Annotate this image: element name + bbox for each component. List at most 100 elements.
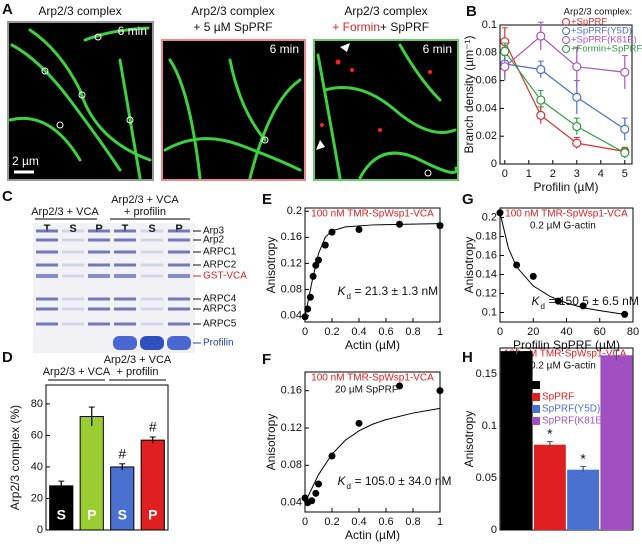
micrograph (161, 39, 306, 181)
panel-label: B (466, 3, 477, 20)
gel-band (114, 297, 136, 301)
panel-label: H (462, 349, 473, 366)
kd-symbol: K (532, 294, 541, 308)
point (306, 293, 314, 301)
x-tick-label: 0.8 (405, 516, 420, 528)
y-tick-label: 0.1 (482, 306, 497, 318)
kd-text: = 105.0 ± 34.0 nM (355, 474, 452, 488)
band-label: ARPC2 (203, 260, 237, 271)
gel-band (88, 263, 110, 267)
bar-annotation: # (149, 419, 157, 435)
series-line (504, 35, 625, 73)
gel-band (141, 250, 163, 254)
gel-band (88, 274, 110, 278)
gel-band (141, 229, 163, 233)
gel-band (88, 322, 110, 326)
kd-symbol: K (338, 474, 347, 488)
y-tick-label: 60 (31, 429, 43, 441)
x-tick-label: 0.2 (324, 516, 339, 528)
point (308, 497, 316, 505)
point (536, 31, 546, 41)
gel-band (36, 274, 58, 278)
legend-label: SpPRF (542, 392, 574, 403)
gel-band (141, 274, 163, 278)
point (529, 272, 537, 280)
panel-label: C (2, 188, 13, 205)
point (396, 382, 403, 390)
kd-subscript: d (541, 302, 545, 311)
x-tick-label: 0.4 (351, 516, 366, 528)
x-tick-label: 0.6 (378, 326, 393, 338)
point (312, 489, 320, 497)
point (513, 261, 521, 269)
point (436, 387, 444, 395)
gel-band (168, 250, 190, 254)
panel-label: A (2, 1, 13, 18)
point (572, 138, 582, 148)
chart-title: 20 µM SpPRF (335, 385, 398, 396)
gel-band (36, 250, 58, 254)
legend-marker (562, 27, 570, 35)
panel-label: E (262, 191, 272, 208)
gel-band (114, 250, 136, 254)
y-axis-label: Anisotropy (462, 411, 476, 468)
y-axis-label: Anisotropy (264, 237, 278, 294)
x-tick-label: 1 (526, 168, 532, 180)
chart-title: 100 nM TMR-SpWsp1-VCA (505, 209, 628, 220)
gel-band (36, 297, 58, 301)
series-line (504, 51, 626, 154)
point (620, 124, 630, 134)
gel-band (141, 297, 163, 301)
point (536, 95, 546, 105)
point (396, 220, 403, 228)
point (579, 302, 587, 310)
lane-label: S (69, 223, 76, 235)
y-tick-label: 40 (31, 461, 43, 473)
gel-band (36, 322, 58, 326)
y-axis-label: Arp2/3 complex (%) (8, 405, 22, 510)
chart-title: 100 nM TMR-SpWsp1-VCA (311, 209, 434, 220)
point (536, 64, 546, 75)
series-line (504, 63, 626, 130)
y-tick-label: 20 (31, 492, 43, 504)
time-label: 6 min (118, 24, 147, 38)
bar (600, 355, 633, 530)
point (536, 110, 546, 120)
y-tick-label: 0.12 (281, 257, 302, 269)
gel-band (168, 274, 190, 278)
y-axis-label: Anisotropy (462, 237, 476, 294)
x-tick-label: 0 (502, 168, 508, 180)
gel-band (140, 336, 164, 350)
point (312, 261, 320, 269)
chart-title: 0.2 µM G-actin (530, 361, 596, 372)
legend-marker (562, 45, 570, 53)
chart-title: 100 nM TMR-SpWsp1-VCA (311, 373, 434, 384)
legend-title: Arp2/3 complex: (564, 7, 633, 18)
gel-band (114, 322, 136, 326)
x-tick-label: 1 (437, 516, 443, 528)
y-tick-label: 0.04 (281, 309, 302, 321)
gel-band (62, 263, 84, 267)
bar-label: P (87, 507, 96, 523)
gel-band (62, 274, 84, 278)
y-tick-label: 0.1 (482, 420, 497, 432)
legend-swatch (532, 417, 540, 425)
time-label: 6 min (423, 42, 452, 56)
series-line (504, 41, 625, 153)
y-tick-label: 0.16 (281, 231, 302, 243)
band-label: Profilin (203, 338, 234, 349)
y-tick-label: 0.08 (476, 47, 497, 59)
point (328, 228, 336, 236)
gel-band (168, 229, 190, 233)
gel-band (62, 307, 84, 311)
lane-label: T (44, 223, 51, 235)
bar-annotation: * (547, 425, 553, 441)
x-tick-label: 60 (594, 326, 606, 338)
gel-band (168, 297, 190, 301)
lane-label: P (175, 223, 182, 235)
y-tick-label: 0.16 (476, 249, 497, 261)
band-label: Arp3 (203, 226, 225, 237)
gel-band (141, 263, 163, 267)
legend-label: SpPRF(Y5D) (542, 404, 600, 415)
band-label: ARPC4 (203, 294, 237, 305)
